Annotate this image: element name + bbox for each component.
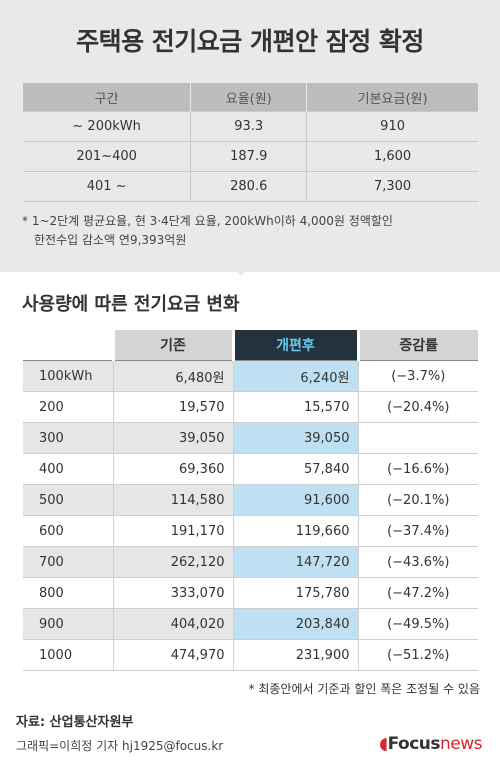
after-cell: 91,600: [232, 484, 358, 516]
table-row: 300 39,050 39,050: [23, 422, 478, 454]
rate-header-rate: 요율(원): [190, 83, 308, 112]
rate-footnote-line: * 1~2단계 평균요율, 현 3·4단계 요율, 200kWh이하 4,000…: [22, 214, 393, 228]
change-cell: [357, 422, 478, 454]
usage-cell: 500: [23, 484, 113, 516]
after-cell: 147,720: [232, 546, 358, 578]
before-cell: 114,580: [112, 484, 233, 516]
rate-section: 201~400: [23, 141, 192, 172]
table-row: 100kWh 6,480원 6,240원 (−3.7%): [23, 360, 478, 392]
usage-cell: 400: [23, 453, 113, 485]
before-cell: 404,020: [112, 608, 233, 640]
table-row: 800 333,070 175,780 (−47.2%): [23, 577, 478, 609]
before-cell: 262,120: [112, 546, 233, 578]
table-row: 900 404,020 203,840 (−49.5%): [23, 608, 478, 640]
header-before: 기존: [111, 330, 233, 361]
rate-section: 401 ~: [23, 171, 192, 202]
usage-cell: 900: [23, 608, 113, 640]
focusnews-logo: ◖Focusnews: [379, 734, 482, 754]
after-cell: 15,570: [232, 391, 358, 423]
change-cell: (−51.2%): [357, 639, 478, 671]
logo-mark-icon: ◖: [379, 734, 388, 754]
before-cell: 19,570: [112, 391, 233, 423]
change-cell: (−20.1%): [357, 484, 478, 516]
after-cell: 203,840: [232, 608, 358, 640]
logo-suffix: news: [440, 734, 483, 754]
table-row: 400 69,360 57,840 (−16.6%): [23, 453, 478, 485]
after-cell: 39,050: [232, 422, 358, 454]
rate-value: 280.6: [190, 171, 308, 202]
rate-section: ~ 200kWh: [23, 111, 192, 142]
table-row: 500 114,580 91,600 (−20.1%): [23, 484, 478, 516]
table-row: 200 19,570 15,570 (−20.4%): [23, 391, 478, 423]
change-cell: (−16.6%): [357, 453, 478, 485]
usage-cell: 1000: [23, 639, 113, 671]
rate-value: 187.9: [190, 141, 308, 172]
page-title: 주택용 전기요금 개편안 잠정 확정: [76, 27, 424, 56]
rate-table-header: 구간 요율(원) 기본요금(원): [23, 83, 478, 112]
before-cell: 333,070: [112, 577, 233, 609]
before-cell: 69,360: [112, 453, 233, 485]
after-cell: 119,660: [232, 515, 358, 547]
after-cell: 6,240원: [232, 360, 358, 392]
table-row: 201~400 187.9 1,600: [23, 141, 478, 172]
table-row: ~ 200kWh 93.3 910: [23, 111, 478, 142]
usage-cell: 100kWh: [23, 360, 113, 392]
base-fee-value: 910: [306, 111, 478, 142]
rate-header-base-fee: 기본요금(원): [306, 83, 478, 112]
graphic-credit: 그래픽=이희정 기자 hj1925@focus.kr: [16, 739, 224, 753]
table-row: 600 191,170 119,660 (−37.4%): [23, 515, 478, 547]
change-cell: (−49.5%): [357, 608, 478, 640]
source-label: 자료: 산업통산자원부: [16, 715, 134, 730]
header-after: 개편후: [231, 330, 358, 361]
usage-cell: 600: [23, 515, 113, 547]
after-cell: 57,840: [232, 453, 358, 485]
table-row: 1000 474,970 231,900 (−51.2%): [23, 639, 478, 671]
before-cell: 191,170: [112, 515, 233, 547]
change-cell: (−43.6%): [357, 546, 478, 578]
change-cell: (−47.2%): [357, 577, 478, 609]
rate-footnote-line: 한전수입 감소액 연9,393억원: [34, 233, 187, 247]
change-table: 기존 개편후 증감률 100kWh 6,480원 6,240원 (−3.7%) …: [23, 330, 478, 671]
change-cell: (−37.4%): [357, 515, 478, 547]
rate-value: 93.3: [190, 111, 308, 142]
change-table-header: 기존 개편후 증감률: [23, 330, 478, 361]
before-cell: 39,050: [112, 422, 233, 454]
usage-cell: 200: [23, 391, 113, 423]
after-cell: 175,780: [232, 577, 358, 609]
logo-brand: Focus: [387, 734, 441, 754]
header-blank: [23, 330, 113, 361]
section-title: 사용량에 따른 전기요금 변화: [22, 294, 240, 315]
before-cell: 6,480원: [112, 360, 233, 392]
panel-pointer: [229, 264, 253, 276]
table-row: 700 262,120 147,720 (−43.6%): [23, 546, 478, 578]
usage-cell: 300: [23, 422, 113, 454]
usage-cell: 700: [23, 546, 113, 578]
rate-table: 구간 요율(원) 기본요금(원) ~ 200kWh 93.3 910 201~4…: [23, 83, 478, 202]
usage-cell: 800: [23, 577, 113, 609]
adjustment-footnote: * 최종안에서 기준과 할인 폭은 조정될 수 있음: [248, 682, 480, 696]
rate-footnote: * 1~2단계 평균요율, 현 3·4단계 요율, 200kWh이하 4,000…: [22, 212, 393, 250]
change-cell: (−20.4%): [357, 391, 478, 423]
rate-header-section: 구간: [23, 83, 192, 112]
header-change: 증감률: [356, 330, 478, 361]
before-cell: 474,970: [112, 639, 233, 671]
base-fee-value: 7,300: [306, 171, 478, 202]
base-fee-value: 1,600: [306, 141, 478, 172]
table-row: 401 ~ 280.6 7,300: [23, 171, 478, 202]
change-cell: (−3.7%): [357, 360, 478, 392]
after-cell: 231,900: [232, 639, 358, 671]
